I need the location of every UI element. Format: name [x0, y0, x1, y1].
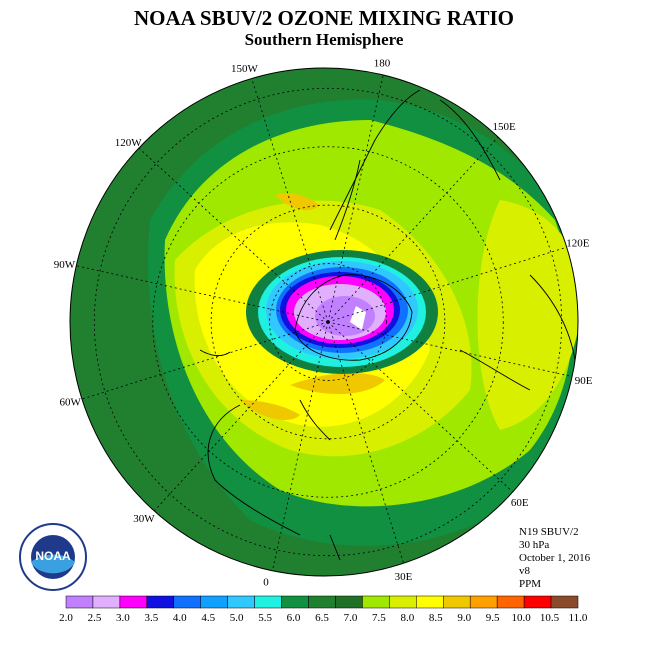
- colorbar-swatch: [173, 595, 201, 609]
- longitude-label: 120E: [566, 237, 590, 249]
- satellite-label: N19 SBUV/2: [519, 526, 579, 538]
- colorbar-label: 10.5: [540, 612, 560, 624]
- colorbar-swatch: [92, 595, 121, 609]
- map-title: NOAA SBUV/2 OZONE MIXING RATIO: [134, 6, 514, 30]
- colorbar-swatch: [200, 595, 228, 609]
- colorbar-label: 5.5: [258, 612, 272, 624]
- colorbar-label: 8.5: [429, 612, 443, 624]
- longitude-label: 60W: [59, 397, 81, 409]
- colorbar-swatch: [146, 595, 175, 609]
- colorbar: 2.0 2.5 3.0 3.5 4.0 4.5 5.0 5.5 6.0 6.5 7.0 7.5 8.0 8…: [59, 595, 588, 624]
- units-label: PPM: [519, 578, 542, 590]
- map-boundary: [69, 67, 579, 577]
- colorbar-label: 3.5: [144, 612, 158, 624]
- longitude-label: 120W: [115, 137, 143, 149]
- longitude-label: 150W: [231, 63, 259, 75]
- colorbar-label: 9.0: [457, 612, 471, 624]
- colorbar-label: 2.0: [59, 612, 73, 624]
- colorbar-swatch: [523, 595, 552, 609]
- colorbar-swatch: [389, 595, 417, 609]
- colorbar-label: 6.0: [287, 612, 301, 624]
- colorbar-label: 8.0: [400, 612, 414, 624]
- colorbar-swatch: [308, 595, 336, 609]
- colorbar-label: 4.5: [201, 612, 215, 624]
- level-label: 30 hPa: [519, 539, 550, 551]
- noaa-logo: NOAA: [18, 522, 88, 592]
- date-label: October 1, 2016: [519, 552, 591, 564]
- longitude-label: 90E: [575, 375, 593, 387]
- coastlines: [199, 89, 576, 561]
- map-subtitle: Southern Hemisphere: [244, 30, 404, 49]
- colorbar-label: 2.5: [88, 612, 102, 624]
- longitude-label: 30E: [395, 571, 413, 583]
- longitude-labels: 0 30W 60W 90W 120W 150W 180 150E 120E 90E 60E 30E: [54, 57, 593, 588]
- colorbar-swatch: [443, 595, 471, 609]
- graticule: [70, 68, 578, 576]
- longitude-label: 90W: [54, 259, 76, 271]
- colorbar-label: 10.0: [511, 612, 531, 624]
- longitude-label: 0: [263, 577, 269, 589]
- colorbar-label: 3.0: [116, 612, 130, 624]
- colorbar-label: 9.5: [486, 612, 500, 624]
- colorbar-swatch: [65, 595, 94, 609]
- longitude-label: 60E: [511, 497, 529, 509]
- colorbar-swatch: [119, 595, 148, 609]
- version-label: v8: [519, 565, 530, 577]
- longitude-label: 180: [374, 57, 391, 69]
- colorbar-label: 7.5: [372, 612, 386, 624]
- colorbar-label: 11.0: [569, 612, 588, 624]
- longitude-label: 150E: [492, 121, 516, 133]
- longitude-label: 30W: [133, 513, 155, 525]
- colorbar-swatch: [496, 595, 525, 609]
- colorbar-swatch: [416, 595, 444, 609]
- colorbar-swatch: [550, 595, 579, 609]
- colorbar-swatch: [469, 595, 498, 609]
- colorbar-swatch: [335, 595, 363, 609]
- colorbar-label: 7.0: [344, 612, 358, 624]
- colorbar-label: 4.0: [173, 612, 187, 624]
- colorbar-swatch: [254, 595, 282, 609]
- colorbar-label: 6.5: [315, 612, 329, 624]
- colorbar-swatch: [281, 595, 309, 609]
- info-block: N19 SBUV/2 30 hPa October 1, 2016 v8 PPM: [519, 526, 590, 591]
- colorbar-swatch: [362, 595, 390, 609]
- colorbar-label: 5.0: [230, 612, 244, 624]
- noaa-logo-text: NOAA: [35, 549, 71, 563]
- colorbar-swatch: [227, 595, 255, 609]
